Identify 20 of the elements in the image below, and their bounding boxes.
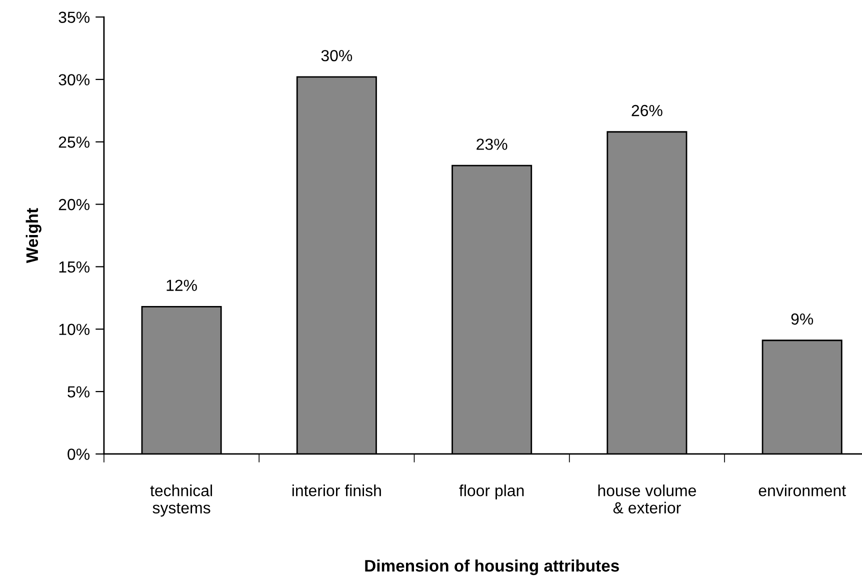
data-label: 12% [166,280,197,291]
x-tick-label: house volume & exterior [598,484,696,514]
y-tick-label: 35% [58,12,90,23]
data-label: 30% [321,50,352,62]
y-tick-label: 30% [58,74,90,86]
y-tick-label: 10% [59,324,90,336]
y-tick-label: 0% [68,448,90,460]
y-tick-label: 20% [58,198,90,210]
y-tick-label: 25% [58,136,90,148]
y-tick-label: 15% [59,261,90,273]
data-label: 23% [476,138,508,150]
x-tick-label: floor plan [459,484,524,500]
x-axis-title: Dimension of housing attributes [365,559,619,576]
x-tick-label: technical systems [150,484,212,517]
data-label: 26% [632,104,662,116]
x-tick-label: interior finish [292,484,381,496]
data-label: 9% [791,313,814,325]
y-axis-title: Weight [26,208,42,264]
y-tick-label: 5% [68,386,90,398]
x-tick-label: environment [758,484,846,496]
